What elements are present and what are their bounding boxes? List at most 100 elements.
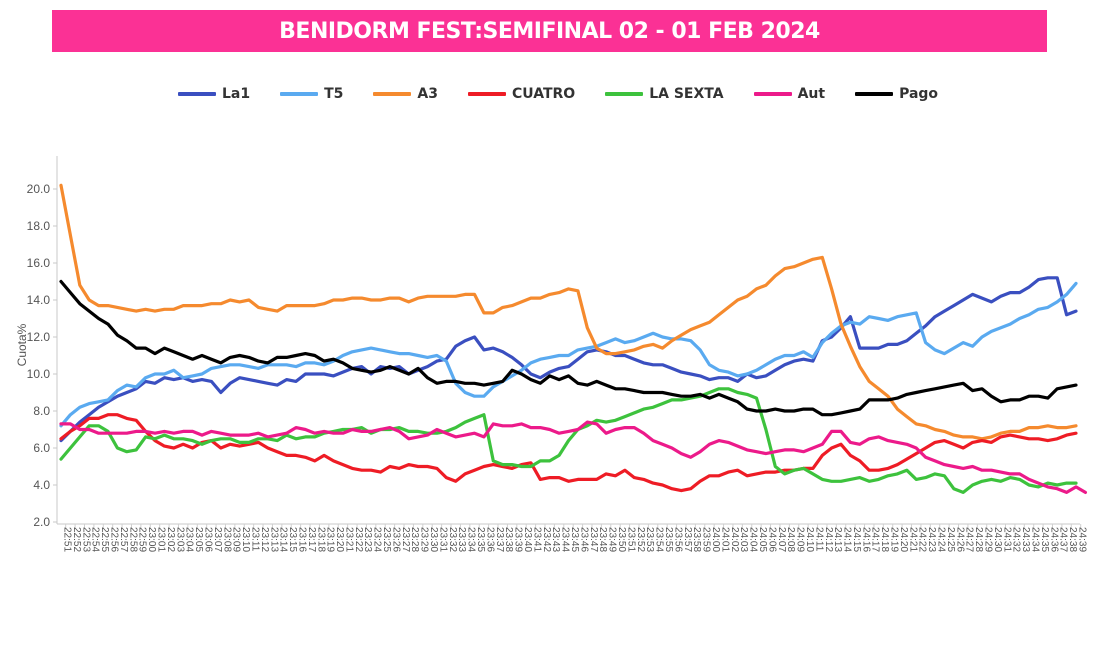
legend-item-cuatro: CUATRO: [467, 86, 575, 102]
y-tick-label: 18.0: [27, 219, 51, 233]
series-line-aut: [59, 420, 1088, 494]
y-tick-label: 4.0: [33, 478, 50, 492]
series-line-cuatro: [59, 413, 1078, 493]
legend-swatch-icon: [373, 92, 412, 96]
x-tick-label: 24:05: [757, 527, 768, 552]
x-tick-label: 23:18: [315, 527, 326, 552]
y-tick-label: 8.0: [33, 404, 50, 418]
x-tick-label: 23:55: [663, 527, 674, 552]
x-tick-label: 23:45: [569, 527, 580, 552]
x-tick-label: 24:02: [729, 527, 740, 552]
series-line-a3: [59, 183, 1078, 441]
x-tick-label: 23:59: [701, 527, 712, 552]
series-line-t5: [59, 281, 1078, 428]
legend-swatch-icon: [280, 92, 319, 96]
y-tick-label: 6.0: [33, 441, 50, 455]
x-tick-label: 23:54: [654, 527, 665, 552]
x-tick-label: 23:47: [588, 527, 599, 552]
x-tick-label: 24:37: [1058, 527, 1069, 552]
legend-swatch-icon: [605, 92, 644, 96]
y-axis-title: Cuota%: [15, 323, 29, 366]
x-tick-label: 23:10: [240, 527, 251, 552]
x-tick-label: 24:32: [1011, 527, 1022, 552]
x-tick-label: 23:42: [541, 527, 552, 552]
x-tick-label: 23:33: [456, 527, 467, 552]
x-tick-label: 24:30: [992, 527, 1003, 552]
x-tick-label: 22:54: [90, 527, 101, 552]
x-tick-label: 22:59: [137, 527, 148, 552]
series-line-la-sexta: [59, 387, 1078, 494]
x-tick-label: 23:37: [494, 527, 505, 552]
x-tick-label: 24:06: [766, 527, 777, 552]
legend-swatch-icon: [753, 92, 792, 96]
x-tick-label: 22:53: [80, 527, 91, 552]
series-line-la1: [59, 276, 1078, 443]
x-tick-label: 24:07: [776, 527, 787, 552]
x-tick-label: 23:34: [466, 527, 477, 552]
x-tick-label: 24:19: [889, 527, 900, 552]
legend-item-la1: La1: [178, 86, 250, 102]
legend-label: La1: [222, 86, 251, 102]
x-tick-label: 23:35: [475, 527, 486, 552]
x-tick-label: 23:53: [644, 527, 655, 552]
x-tick-label: 23:44: [560, 527, 571, 552]
x-tick-label: 24:21: [907, 527, 918, 552]
x-tick-label: 23:52: [635, 527, 646, 552]
legend-label: LA SEXTA: [649, 86, 724, 102]
x-tick-label: 24:01: [719, 527, 730, 552]
x-tick-label: 23:11: [249, 527, 260, 552]
y-tick-label: 10.0: [27, 367, 51, 381]
y-tick-label: 12.0: [27, 330, 51, 344]
x-tick-label: 24:33: [1020, 527, 1031, 552]
x-tick-label: 24:03: [738, 527, 749, 552]
x-tick-label: 24:29: [983, 527, 994, 552]
legend-item-aut: Aut: [753, 86, 825, 102]
x-tick-label: 23:04: [184, 527, 195, 552]
legend-label: A3: [417, 86, 438, 102]
x-tick-label: 23:49: [607, 527, 618, 552]
x-tick-label: 23:15: [287, 527, 298, 552]
x-tick-label: 24:00: [710, 527, 721, 552]
x-tick-label: 23:43: [550, 527, 561, 552]
x-tick-label: 23:46: [578, 527, 589, 552]
x-tick-label: 23:02: [165, 527, 176, 552]
x-tick-label: 24:16: [860, 527, 871, 552]
legend-swatch-icon: [178, 92, 216, 96]
x-tick-label: 23:27: [400, 527, 411, 552]
x-tick-label: 22:55: [99, 527, 110, 552]
x-tick-label: 24:28: [973, 527, 984, 552]
x-tick-label: 24:27: [964, 527, 975, 552]
x-tick-label: 23:08: [221, 527, 232, 552]
legend-swatch-icon: [467, 92, 506, 96]
y-tick-label: 14.0: [27, 293, 51, 307]
x-tick-label: 23:56: [672, 527, 683, 552]
x-tick-label: 23:38: [503, 527, 514, 552]
x-tick-label: 24:25: [945, 527, 956, 552]
chart-title-banner: BENIDORM FEST:SEMIFINAL 02 - 01 FEB 2024: [52, 10, 1047, 52]
x-tick-label: 23:23: [362, 527, 373, 552]
x-tick-label: 23:41: [531, 527, 542, 552]
x-tick-label: 24:23: [926, 527, 937, 552]
x-tick-label: 24:36: [1048, 527, 1059, 552]
x-tick-label: 24:10: [804, 527, 815, 552]
legend-label: T5: [324, 86, 344, 102]
x-tick-label: 23:22: [353, 527, 364, 552]
x-tick-label: 24:12: [823, 527, 834, 552]
x-tick-label: 22:57: [118, 527, 129, 552]
x-tick-label: 23:06: [202, 527, 213, 552]
x-tick-label: 23:19: [325, 527, 336, 552]
x-tick-label: 23:05: [193, 527, 204, 552]
x-tick-label: 24:11: [813, 527, 824, 552]
x-tick-label: 24:35: [1039, 527, 1050, 552]
x-tick-label: 24:26: [954, 527, 965, 552]
x-tick-label: 24:08: [785, 527, 796, 552]
series-line-pago: [59, 279, 1078, 417]
x-tick-label: 24:20: [898, 527, 909, 552]
x-tick-label: 23:17: [306, 527, 317, 552]
x-tick-label: 24:31: [1001, 527, 1012, 552]
x-tick-label: 23:30: [428, 527, 439, 552]
x-tick-label: 24:04: [748, 527, 759, 552]
x-tick-label: 23:14: [278, 527, 289, 552]
chart-title: BENIDORM FEST:SEMIFINAL 02 - 01 FEB 2024: [279, 18, 820, 44]
x-tick-label: 23:28: [409, 527, 420, 552]
